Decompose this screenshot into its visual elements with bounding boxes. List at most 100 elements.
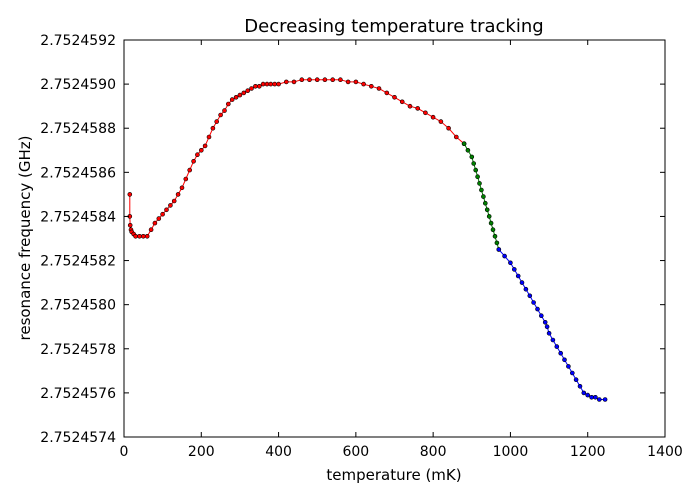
data-point [461,141,467,146]
data-point [233,95,239,100]
data-point [519,280,525,285]
series-line [129,79,465,237]
data-point [573,377,579,383]
data-point [291,79,297,85]
data-point [187,167,192,173]
data-point [307,77,312,82]
y-tick-label: 2.7524586 [40,165,116,181]
y-tick-label: 2.7524580 [40,298,116,314]
x-tick-label: 400 [265,444,292,460]
data-point [481,194,486,199]
data-point [175,192,181,197]
data-point [585,392,591,398]
data-point [511,267,517,272]
data-point [179,185,185,191]
data-point [438,119,444,124]
data-point [272,81,278,87]
series-2 [461,141,502,252]
data-point [446,125,451,131]
data-point [202,143,208,149]
data-point [152,220,158,226]
y-tick-label: 2.7524592 [40,33,116,49]
data-point [430,114,436,120]
data-point [314,77,320,82]
x-tick-label: 1400 [647,444,683,460]
data-point [473,167,479,173]
data-point [268,81,274,87]
x-tick-label: 800 [420,444,447,460]
data-point [338,77,343,82]
data-point [218,112,223,118]
data-point [260,81,266,87]
data-point [164,207,169,213]
y-tick-label: 2.7524574 [40,430,116,446]
data-point [210,125,216,131]
data-point [471,161,477,166]
data-point [399,99,405,105]
data-point [569,370,575,376]
data-point [531,300,536,305]
plot-frame [123,39,666,438]
data-point [199,148,204,153]
data-point [577,383,583,389]
data-point [544,324,550,330]
data-point [245,88,250,93]
data-point [484,207,490,213]
data-point [127,223,133,228]
data-point [469,154,475,160]
data-point [477,181,482,186]
y-tick-label: 2.7524584 [40,209,116,225]
data-point [133,234,138,239]
data-point [423,110,428,116]
data-point [535,306,540,312]
data-point [453,134,459,140]
y-tick-label: 2.7524576 [40,386,116,402]
data-point [593,394,598,400]
data-point [486,214,492,219]
data-point [376,86,382,91]
data-point [384,90,390,96]
data-point [160,211,165,217]
data-point [264,81,270,87]
data-point [237,92,243,98]
data-point [558,350,564,356]
series-1 [127,77,467,239]
data-point [168,203,173,208]
data-point [137,234,142,239]
data-point [229,97,235,102]
data-point [589,394,594,400]
series-3 [496,247,608,402]
data-point [488,220,494,226]
data-point [479,187,484,193]
data-point [515,273,521,279]
data-point [276,81,281,87]
x-tick-label: 1200 [570,444,606,460]
data-point [542,319,548,325]
data-point [144,234,150,239]
series-layer [127,77,608,402]
data-point [322,77,328,82]
data-point [148,227,154,232]
y-tick-label: 2.7524582 [40,254,116,270]
data-point [602,397,608,402]
data-point [596,397,602,402]
data-point [494,240,500,246]
data-point [299,77,305,82]
chart-title: Decreasing temperature tracking [244,16,543,37]
data-point [249,86,254,91]
y-tick-label: 2.7524588 [40,121,116,137]
data-point [492,234,498,239]
data-point [214,119,219,124]
data-point [508,260,513,266]
data-point [368,84,374,89]
data-point [496,247,502,252]
data-point [206,134,212,140]
data-point [490,227,496,232]
data-point [527,293,533,299]
data-point [502,253,507,259]
data-point [581,390,587,396]
data-point [554,344,560,349]
data-point [191,159,196,164]
data-point [475,174,480,179]
